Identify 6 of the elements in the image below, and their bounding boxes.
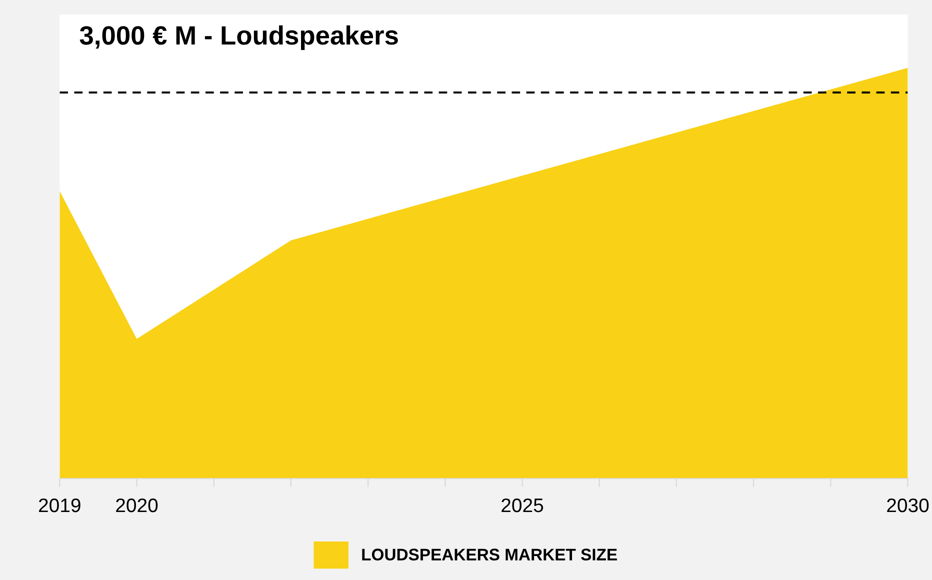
x-tick-label: 2019	[39, 498, 80, 512]
x-tick-label: 2020	[116, 498, 158, 512]
legend-label: LOUDSPEAKERS MARKET SIZE	[362, 548, 617, 560]
x-tick-label: 2025	[502, 498, 544, 512]
chart-title: 3,000 € M - Loudspeakers	[80, 25, 398, 50]
x-tick-label: 2030	[887, 498, 929, 512]
